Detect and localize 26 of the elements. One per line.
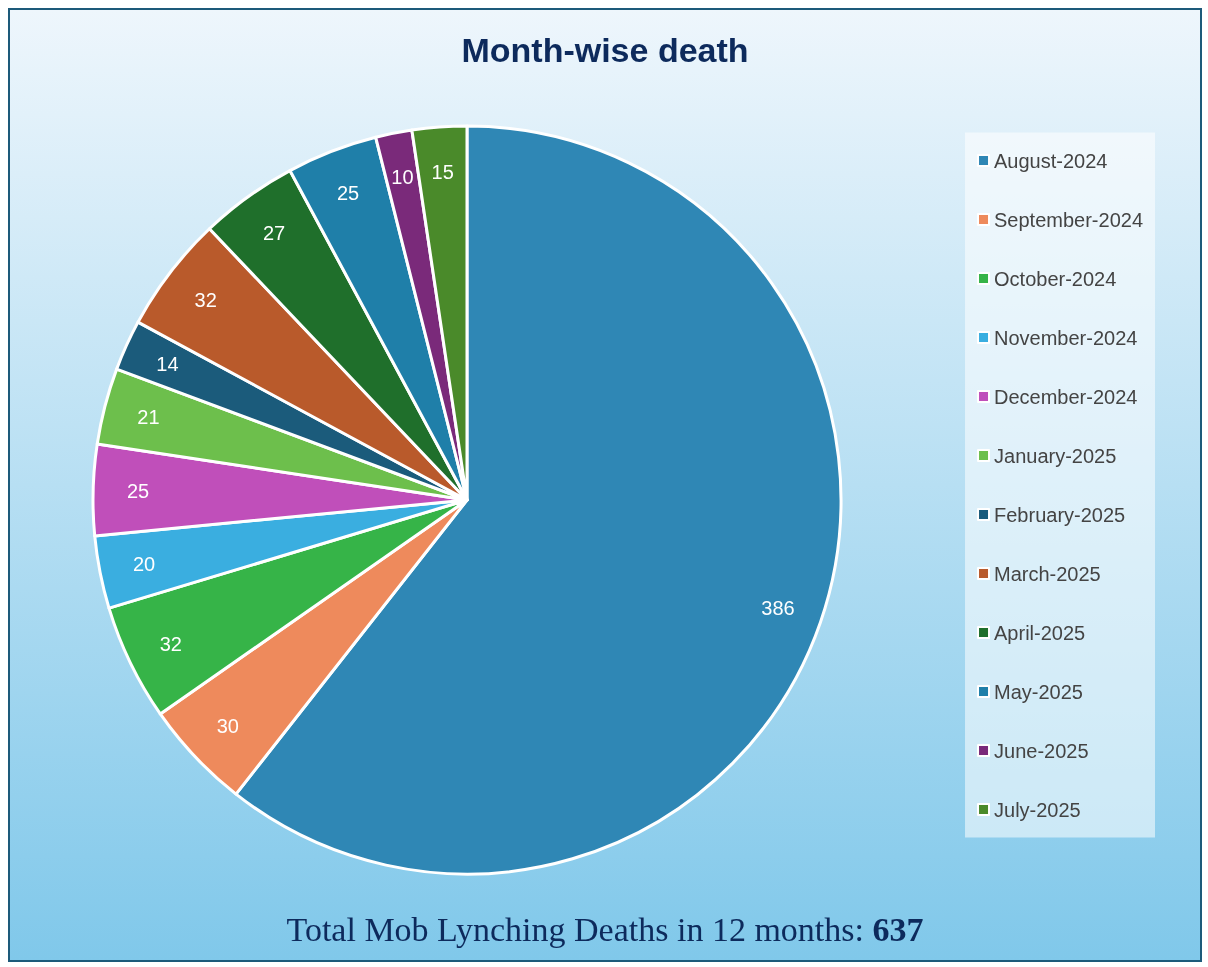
legend-label: April-2025 (994, 621, 1086, 644)
data-label: 25 (336, 182, 360, 205)
legend-label: March-2025 (994, 562, 1101, 585)
data-label: 32 (194, 288, 217, 311)
text: Total Mob Lynching Deaths in 12 months: 637 (286, 910, 924, 948)
legend-label: May-2025 (994, 680, 1083, 703)
legend-label: September-2024 (994, 208, 1143, 231)
data-label: 32 (159, 632, 182, 655)
legend-label: December-2024 (994, 385, 1138, 408)
legend-label: February-2025 (994, 503, 1126, 526)
data-label: 21 (137, 406, 160, 429)
chart-title: Month-wise death (461, 31, 749, 69)
data-label: 30 (216, 715, 239, 738)
legend-label: January-2025 (994, 444, 1117, 467)
data-label: 14 (156, 352, 179, 375)
data-label: 20 (132, 552, 156, 575)
data-label: 27 (262, 222, 286, 245)
data-label: 10 (391, 166, 414, 189)
legend-label: August-2024 (994, 149, 1108, 172)
data-label: 386 (761, 596, 795, 619)
legend-label: October-2024 (994, 267, 1117, 290)
legend-label: November-2024 (994, 326, 1138, 349)
legend-label: July-2025 (994, 798, 1081, 821)
data-label: 15 (431, 160, 454, 183)
legend-label: June-2025 (994, 739, 1089, 762)
data-label: 25 (126, 480, 150, 503)
